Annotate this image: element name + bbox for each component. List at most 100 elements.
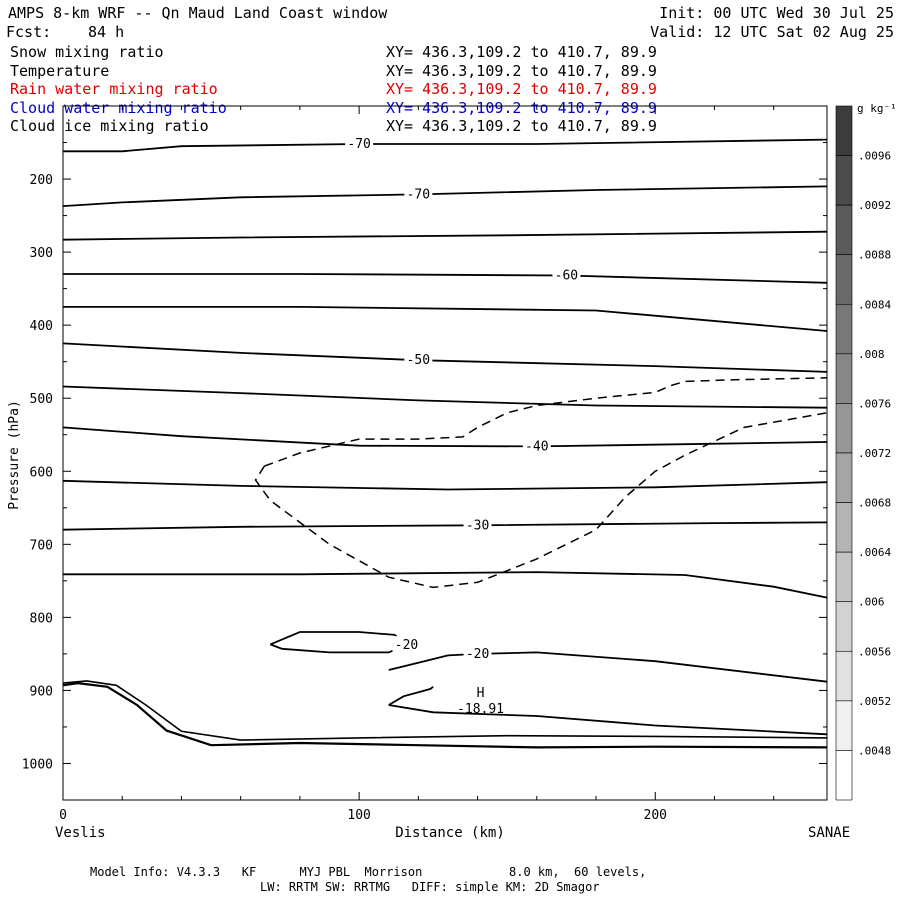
colorbar-label: .006 (858, 596, 885, 609)
model-info-line2: LW: RRTM SW: RRTMG DIFF: simple KM: 2D S… (260, 880, 600, 894)
colorbar-label: .0072 (858, 447, 891, 460)
temperature-contour (63, 571, 828, 599)
colorbar-label: .0088 (858, 249, 891, 262)
colorbar-label: .0056 (858, 645, 891, 658)
colorbar-swatch (835, 750, 853, 801)
high-marker-value: -18.91 (457, 702, 504, 717)
y-tick-label: 600 (30, 465, 53, 480)
temperature-contour (62, 426, 828, 448)
x-axis-label: Distance (km) (395, 825, 505, 841)
contour-label-bg (345, 134, 374, 151)
colorbar-label: .0076 (858, 397, 891, 410)
x-tick-label: 100 (347, 808, 370, 823)
colorbar-label: .0096 (858, 150, 891, 163)
contour-label-bg (404, 185, 433, 202)
contour-label: -70 (347, 137, 370, 152)
y-tick-label: 500 (30, 392, 53, 407)
contour-label-bg (404, 351, 433, 368)
field-xy: XY= 436.3,109.2 to 410.7, 89.9 (386, 98, 657, 117)
field-xy: XY= 436.3,109.2 to 410.7, 89.9 (386, 61, 657, 80)
field-name: Temperature (10, 61, 110, 80)
colorbar-swatch (835, 105, 853, 156)
temperature-contour (62, 185, 828, 207)
contour-label-bg (522, 437, 551, 454)
y-tick-label: 200 (30, 173, 53, 188)
contour-label: -20 (466, 647, 489, 662)
y-axis-label: Pressure (hPa) (7, 400, 22, 510)
field-name: Snow mixing ratio (10, 43, 164, 61)
model-info-line1: Model Info: V4.3.3 KF MYJ PBL Morrison 8… (90, 865, 647, 879)
colorbar-swatch (835, 303, 853, 355)
colorbar-label: .0084 (858, 298, 891, 311)
temperature-contour (388, 686, 434, 706)
y-tick-label: 900 (30, 684, 53, 699)
colorbar-label: .0064 (858, 546, 891, 559)
colorbar-label: .008 (858, 348, 885, 361)
contour-label: -40 (525, 439, 548, 454)
right-endpoint-label: SANAE (808, 825, 850, 841)
colorbar-swatch (835, 204, 853, 256)
cloud-ice-contour (264, 377, 828, 467)
field-xy: XY= 436.3,109.2 to 410.7, 89.9 (386, 80, 657, 98)
left-endpoint-label: Veslis (55, 825, 106, 841)
temperature-contour (62, 521, 828, 531)
colorbar-swatch (835, 403, 853, 454)
colorbar-swatch (835, 551, 853, 603)
field-xy: XY= 436.3,109.2 to 410.7, 89.9 (386, 117, 657, 135)
colorbar-swatch (835, 502, 853, 553)
colorbar-label: .0048 (858, 744, 891, 757)
colorbar-label: .0052 (858, 695, 891, 708)
contour-label: -20 (395, 638, 418, 653)
colorbar-label: .0092 (858, 199, 891, 212)
colorbar-swatch (835, 353, 853, 404)
contour-label: -70 (407, 187, 430, 202)
high-marker-symbol: H (477, 686, 485, 701)
temperature-contour (62, 385, 828, 409)
y-tick-label: 1000 (22, 757, 53, 772)
temperature-contour (63, 305, 828, 332)
contour-label-bg (463, 516, 492, 533)
y-tick-label: 700 (30, 538, 53, 553)
y-tick-label: 800 (30, 611, 53, 626)
temperature-contour (62, 479, 828, 491)
cloud-ice-contour (254, 412, 828, 589)
temperature-contour (388, 704, 828, 736)
field-name: Rain water mixing ratio (10, 80, 218, 98)
fcst-value: 84 h (88, 23, 125, 41)
x-tick-label: 200 (644, 808, 667, 823)
temperature-contour (63, 138, 828, 153)
y-tick-label: 300 (30, 246, 53, 261)
temperature-contour (62, 230, 828, 241)
terrain-line (62, 681, 828, 749)
valid-time: Valid: 12 UTC Sat 02 Aug 25 (650, 23, 894, 41)
x-tick-label: 0 (59, 808, 67, 823)
temperature-contour (62, 342, 828, 373)
colorbar-swatch (835, 601, 853, 652)
plot-frame (62, 105, 828, 801)
colorbar-swatch (835, 452, 853, 503)
temperature-contour (388, 651, 828, 683)
field-name: Cloud ice mixing ratio (10, 117, 209, 135)
y-tick-label: 400 (30, 319, 53, 334)
colorbar-label: .0068 (858, 497, 891, 510)
contour-label: -30 (466, 518, 489, 533)
contour-label-bg (552, 266, 581, 283)
temperature-contour (63, 273, 828, 284)
terrain-line-upper (62, 680, 828, 741)
chart-title: AMPS 8-km WRF -- Qn Maud Land Coast wind… (8, 4, 388, 22)
contour-label-bg (392, 636, 421, 653)
colorbar-swatch (835, 650, 853, 702)
field-xy: XY= 436.3,109.2 to 410.7, 89.9 (386, 43, 657, 61)
colorbar-swatch (835, 700, 853, 751)
colorbar-swatch (835, 254, 853, 305)
contour-label: -60 (555, 268, 578, 283)
colorbar-swatch (835, 155, 853, 206)
colorbar-unit: g kg⁻¹ (857, 102, 897, 115)
init-time: Init: 00 UTC Wed 30 Jul 25 (659, 4, 894, 22)
temperature-contour (269, 631, 409, 654)
field-name: Cloud water mixing ratio (10, 98, 227, 117)
contour-label: -50 (407, 353, 430, 368)
contour-label-bg (463, 644, 492, 661)
fcst-label: Fcst: (6, 23, 52, 41)
